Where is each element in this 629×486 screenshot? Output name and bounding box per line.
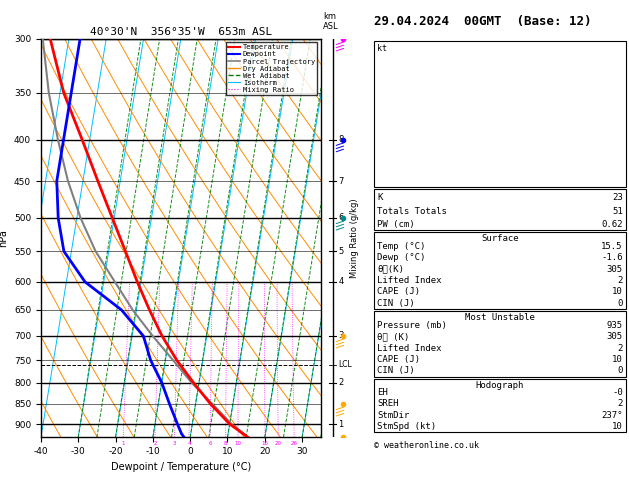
Text: 2: 2 [153,441,157,446]
X-axis label: Dewpoint / Temperature (°C): Dewpoint / Temperature (°C) [111,462,251,472]
Title: 40°30'N  356°35'W  653m ASL: 40°30'N 356°35'W 653m ASL [90,27,272,37]
Text: © weatheronline.co.uk: © weatheronline.co.uk [374,441,479,450]
Text: 23: 23 [612,193,623,202]
Text: 2: 2 [617,276,623,285]
Text: 5: 5 [338,247,343,256]
Text: Surface: Surface [481,234,519,243]
Text: 935: 935 [606,321,623,330]
Text: 2: 2 [617,399,623,409]
Text: Dewp (°C): Dewp (°C) [377,253,426,262]
Text: Hodograph: Hodograph [476,381,524,390]
Text: θᴄ (K): θᴄ (K) [377,332,409,341]
Text: Pressure (mb): Pressure (mb) [377,321,447,330]
Text: EH: EH [377,388,388,398]
Text: 10: 10 [481,125,491,131]
Legend: Temperature, Dewpoint, Parcel Trajectory, Dry Adiabat, Wet Adiabat, Isotherm, Mi: Temperature, Dewpoint, Parcel Trajectory… [226,42,317,95]
Text: StmDir: StmDir [377,411,409,420]
Text: 10: 10 [612,287,623,296]
Text: 3: 3 [173,441,176,446]
Text: 2: 2 [338,378,343,387]
Text: km
ASL: km ASL [323,12,339,31]
Text: StmSpd (kt): StmSpd (kt) [377,422,437,431]
Text: CIN (J): CIN (J) [377,366,415,375]
Text: 30: 30 [454,154,462,159]
Text: kt: kt [377,44,387,53]
Text: Lifted Index: Lifted Index [377,276,442,285]
Text: 16: 16 [262,441,269,446]
Text: 0: 0 [617,299,623,308]
Text: 8: 8 [224,441,228,446]
Text: Lifted Index: Lifted Index [377,344,442,352]
Text: Most Unstable: Most Unstable [465,313,535,322]
Text: 10: 10 [612,422,623,431]
Text: PW (cm): PW (cm) [377,221,415,229]
Text: CAPE (J): CAPE (J) [377,355,420,364]
Text: K: K [377,193,383,202]
Text: θᴄ(K): θᴄ(K) [377,265,404,274]
Text: LCL: LCL [338,360,352,369]
Text: Mixing Ratio (g/kg): Mixing Ratio (g/kg) [350,198,359,278]
Text: 1: 1 [121,441,125,446]
Text: CIN (J): CIN (J) [377,299,415,308]
Text: 10: 10 [612,355,623,364]
Text: 6: 6 [208,441,212,446]
Text: 2: 2 [617,344,623,352]
Text: 15.5: 15.5 [601,242,623,251]
Text: 7: 7 [338,176,343,186]
Text: 4: 4 [187,441,191,446]
Text: 3: 3 [338,331,343,340]
Text: 51: 51 [612,207,623,216]
Text: 29.04.2024  00GMT  (Base: 12): 29.04.2024 00GMT (Base: 12) [374,15,592,28]
Text: 26: 26 [291,441,298,446]
Text: Temp (°C): Temp (°C) [377,242,426,251]
Text: SREH: SREH [377,399,399,409]
Text: -1.6: -1.6 [601,253,623,262]
Text: 305: 305 [606,332,623,341]
Text: 8: 8 [338,135,343,144]
Text: 10: 10 [235,441,242,446]
Text: 305: 305 [606,265,623,274]
Text: Totals Totals: Totals Totals [377,207,447,216]
Text: 1: 1 [338,419,343,429]
Text: 237°: 237° [601,411,623,420]
Y-axis label: hPa: hPa [0,229,8,247]
Text: -0: -0 [612,388,623,398]
Text: 0: 0 [617,366,623,375]
Text: CAPE (J): CAPE (J) [377,287,420,296]
Text: 20: 20 [467,139,476,145]
Text: 0.62: 0.62 [601,221,623,229]
Text: 20: 20 [275,441,282,446]
Text: 6: 6 [338,213,343,223]
Text: 4: 4 [338,278,343,286]
